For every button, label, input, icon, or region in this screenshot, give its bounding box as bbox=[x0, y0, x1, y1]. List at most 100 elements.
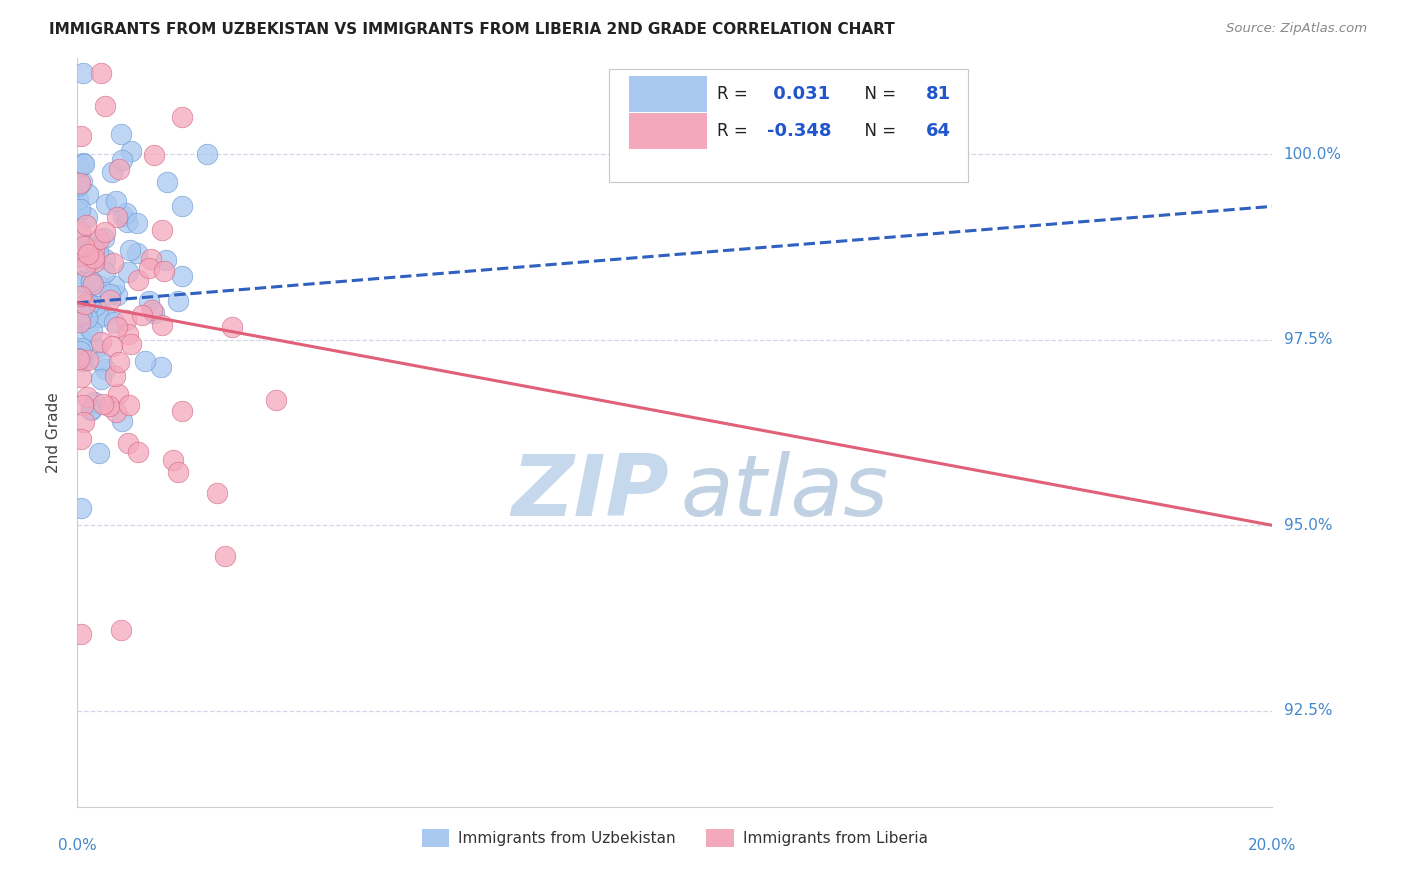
FancyBboxPatch shape bbox=[630, 113, 707, 149]
Point bbox=[77, 297, 100, 311]
Point bbox=[76, 186, 98, 201]
Text: R =: R = bbox=[717, 122, 752, 140]
Point bbox=[72, 249, 94, 263]
Point bbox=[75, 259, 97, 273]
Point bbox=[70, 274, 93, 288]
Point bbox=[127, 245, 149, 260]
Point bbox=[100, 165, 122, 179]
Text: atlas: atlas bbox=[681, 451, 889, 534]
Point bbox=[77, 257, 100, 271]
Point bbox=[73, 415, 96, 429]
Text: Source: ZipAtlas.com: Source: ZipAtlas.com bbox=[1226, 22, 1367, 36]
Point bbox=[214, 549, 236, 563]
Point bbox=[170, 268, 193, 283]
Point bbox=[195, 147, 218, 161]
Point bbox=[170, 199, 193, 213]
Point bbox=[93, 309, 115, 323]
Point bbox=[98, 287, 121, 301]
Point bbox=[76, 247, 98, 261]
Point bbox=[72, 66, 94, 80]
Point bbox=[67, 205, 90, 219]
Point bbox=[79, 276, 101, 290]
Point bbox=[105, 320, 128, 334]
Point bbox=[69, 307, 91, 321]
Point bbox=[117, 265, 139, 279]
Text: 100.0%: 100.0% bbox=[1284, 147, 1341, 162]
Point bbox=[67, 159, 90, 173]
Point bbox=[90, 371, 112, 385]
Y-axis label: 2nd Grade: 2nd Grade bbox=[46, 392, 62, 473]
Point bbox=[205, 486, 228, 500]
Point bbox=[104, 368, 127, 383]
Point bbox=[141, 302, 163, 317]
Text: 92.5%: 92.5% bbox=[1284, 703, 1331, 718]
Point bbox=[70, 307, 93, 321]
Point bbox=[83, 255, 105, 269]
Point bbox=[103, 279, 125, 293]
Point bbox=[153, 264, 176, 278]
Point bbox=[111, 414, 134, 428]
Point bbox=[69, 202, 91, 216]
Point bbox=[115, 214, 138, 228]
Point bbox=[72, 353, 94, 368]
Text: 64: 64 bbox=[927, 122, 950, 140]
Point bbox=[79, 274, 101, 288]
Point bbox=[141, 252, 163, 267]
Point bbox=[69, 128, 91, 143]
Point bbox=[127, 273, 149, 287]
Point bbox=[70, 432, 93, 446]
Point bbox=[134, 354, 156, 368]
Legend: Immigrants from Uzbekistan, Immigrants from Liberia: Immigrants from Uzbekistan, Immigrants f… bbox=[416, 822, 934, 854]
Point bbox=[94, 226, 117, 240]
Point bbox=[97, 399, 120, 413]
Point bbox=[115, 313, 138, 327]
Point bbox=[104, 405, 127, 419]
Point bbox=[70, 342, 93, 356]
Point bbox=[221, 320, 243, 334]
Point bbox=[112, 209, 135, 223]
Point bbox=[73, 275, 96, 289]
Text: 0.031: 0.031 bbox=[766, 85, 830, 103]
Point bbox=[94, 252, 117, 266]
Point bbox=[166, 465, 188, 479]
Point bbox=[70, 288, 93, 302]
Point bbox=[264, 393, 287, 408]
Point bbox=[94, 361, 117, 376]
Point bbox=[107, 161, 129, 176]
Point bbox=[67, 310, 90, 324]
Point bbox=[120, 145, 142, 159]
Text: ZIP: ZIP bbox=[512, 451, 669, 534]
FancyBboxPatch shape bbox=[630, 76, 707, 112]
Point bbox=[150, 359, 173, 374]
Text: N =: N = bbox=[855, 85, 901, 103]
Point bbox=[73, 297, 96, 311]
Point bbox=[66, 194, 89, 208]
Point bbox=[107, 211, 129, 225]
Point bbox=[127, 445, 149, 459]
Point bbox=[114, 206, 136, 220]
Point bbox=[76, 390, 98, 404]
Point bbox=[72, 175, 94, 189]
Point bbox=[118, 398, 141, 412]
Point bbox=[138, 294, 160, 309]
Point bbox=[155, 253, 177, 268]
Point bbox=[83, 395, 105, 409]
Point bbox=[138, 261, 160, 276]
Point bbox=[84, 342, 107, 356]
Point bbox=[69, 315, 91, 329]
Point bbox=[91, 397, 114, 411]
Point bbox=[77, 353, 100, 368]
Point bbox=[98, 293, 121, 308]
Point bbox=[103, 315, 125, 329]
Point bbox=[89, 446, 111, 460]
Point bbox=[110, 153, 132, 167]
Point bbox=[80, 403, 103, 417]
Point bbox=[89, 279, 111, 293]
Text: R =: R = bbox=[717, 85, 752, 103]
Point bbox=[107, 387, 129, 401]
Point bbox=[110, 624, 132, 638]
Point bbox=[75, 219, 97, 233]
Point bbox=[150, 318, 173, 332]
Text: IMMIGRANTS FROM UZBEKISTAN VS IMMIGRANTS FROM LIBERIA 2ND GRADE CORRELATION CHAR: IMMIGRANTS FROM UZBEKISTAN VS IMMIGRANTS… bbox=[49, 22, 896, 37]
Text: N =: N = bbox=[855, 122, 901, 140]
